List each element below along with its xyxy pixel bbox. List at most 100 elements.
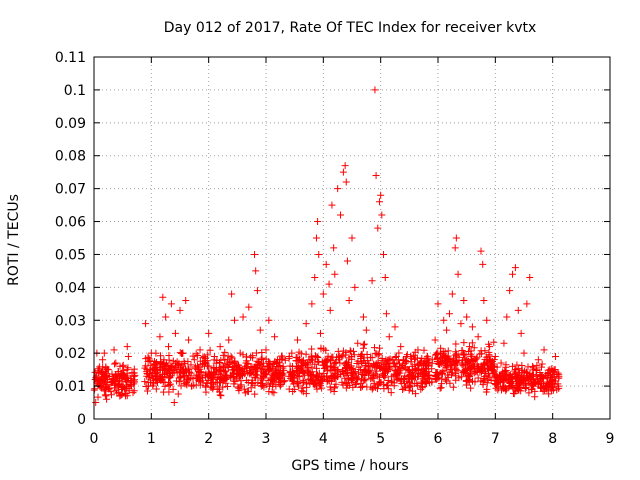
x-axis-title: GPS time / hours	[291, 458, 408, 474]
data-point	[470, 362, 478, 370]
x-tick-label: 3	[262, 431, 271, 447]
data-point	[376, 198, 384, 206]
data-point	[341, 162, 349, 170]
data-point	[227, 353, 235, 361]
data-point	[174, 362, 182, 370]
x-tick-label: 6	[434, 431, 443, 447]
data-point	[221, 348, 229, 356]
data-point	[122, 390, 130, 398]
data-point	[210, 352, 218, 360]
data-point	[240, 385, 248, 393]
data-point	[466, 371, 474, 379]
data-point	[279, 362, 287, 370]
data-point	[230, 359, 238, 367]
data-point	[216, 379, 224, 387]
data-point	[291, 385, 299, 393]
data-point	[303, 383, 311, 391]
data-point	[518, 378, 526, 386]
data-point	[448, 290, 456, 298]
data-point	[509, 377, 517, 385]
data-point	[403, 351, 411, 359]
data-point	[554, 382, 562, 390]
data-point	[531, 379, 539, 387]
data-point	[412, 390, 420, 398]
x-tick-label: 0	[90, 431, 99, 447]
data-point	[165, 381, 173, 389]
x-tick-label: 9	[606, 431, 615, 447]
data-point	[394, 366, 402, 374]
y-tick-label: 0.01	[55, 379, 86, 395]
data-point	[466, 343, 474, 351]
data-point	[499, 383, 507, 391]
data-point	[94, 393, 102, 401]
data-point	[431, 336, 439, 344]
data-point	[465, 347, 473, 355]
data-point	[285, 354, 293, 362]
data-point	[162, 369, 170, 377]
data-point	[221, 368, 229, 376]
data-point	[372, 171, 380, 179]
data-point	[477, 247, 485, 255]
data-point	[150, 358, 158, 366]
data-point	[165, 388, 173, 396]
data-point	[204, 379, 212, 387]
data-point	[151, 369, 159, 377]
data-point	[152, 385, 160, 393]
data-point	[388, 377, 395, 385]
data-point	[313, 353, 321, 361]
data-point	[221, 375, 229, 383]
data-point	[463, 313, 471, 321]
data-point	[297, 359, 305, 367]
data-point	[276, 362, 284, 370]
data-point	[494, 376, 502, 384]
data-point	[543, 385, 551, 393]
data-points	[90, 86, 563, 407]
data-point	[497, 359, 505, 367]
data-point	[191, 364, 199, 372]
data-point	[235, 361, 243, 369]
data-point	[219, 351, 227, 359]
data-point	[360, 340, 368, 348]
y-tick-label: 0.04	[55, 280, 86, 296]
data-point	[192, 374, 200, 382]
data-point	[92, 399, 100, 407]
data-point	[173, 369, 181, 377]
data-point	[503, 385, 511, 393]
data-point	[346, 347, 354, 355]
data-point	[339, 381, 347, 389]
data-point	[477, 347, 485, 355]
y-tick-label: 0.06	[55, 215, 86, 231]
data-point	[405, 382, 413, 390]
data-point	[504, 376, 512, 384]
data-point	[383, 381, 391, 389]
data-point	[440, 316, 448, 324]
data-point	[553, 370, 561, 378]
data-point	[262, 355, 270, 363]
data-point	[220, 363, 228, 371]
data-point	[406, 371, 414, 379]
data-point	[492, 384, 500, 392]
y-tick-label: 0	[77, 412, 86, 428]
data-point	[471, 378, 479, 386]
data-point	[308, 300, 316, 308]
data-point	[171, 329, 179, 337]
data-point	[554, 369, 562, 377]
data-point	[520, 349, 528, 357]
data-point	[511, 374, 519, 382]
data-point	[397, 343, 405, 351]
data-point	[328, 201, 336, 209]
data-point	[451, 244, 459, 252]
data-point	[392, 352, 400, 360]
data-point	[227, 372, 235, 380]
data-point	[384, 366, 392, 374]
data-point	[304, 375, 312, 383]
data-point	[506, 287, 514, 295]
data-point	[159, 370, 167, 378]
data-point	[373, 350, 381, 358]
data-point	[377, 191, 385, 199]
data-point	[518, 366, 526, 374]
data-point	[169, 385, 177, 393]
data-point	[462, 381, 470, 389]
data-point	[374, 382, 382, 390]
data-point	[268, 388, 276, 396]
